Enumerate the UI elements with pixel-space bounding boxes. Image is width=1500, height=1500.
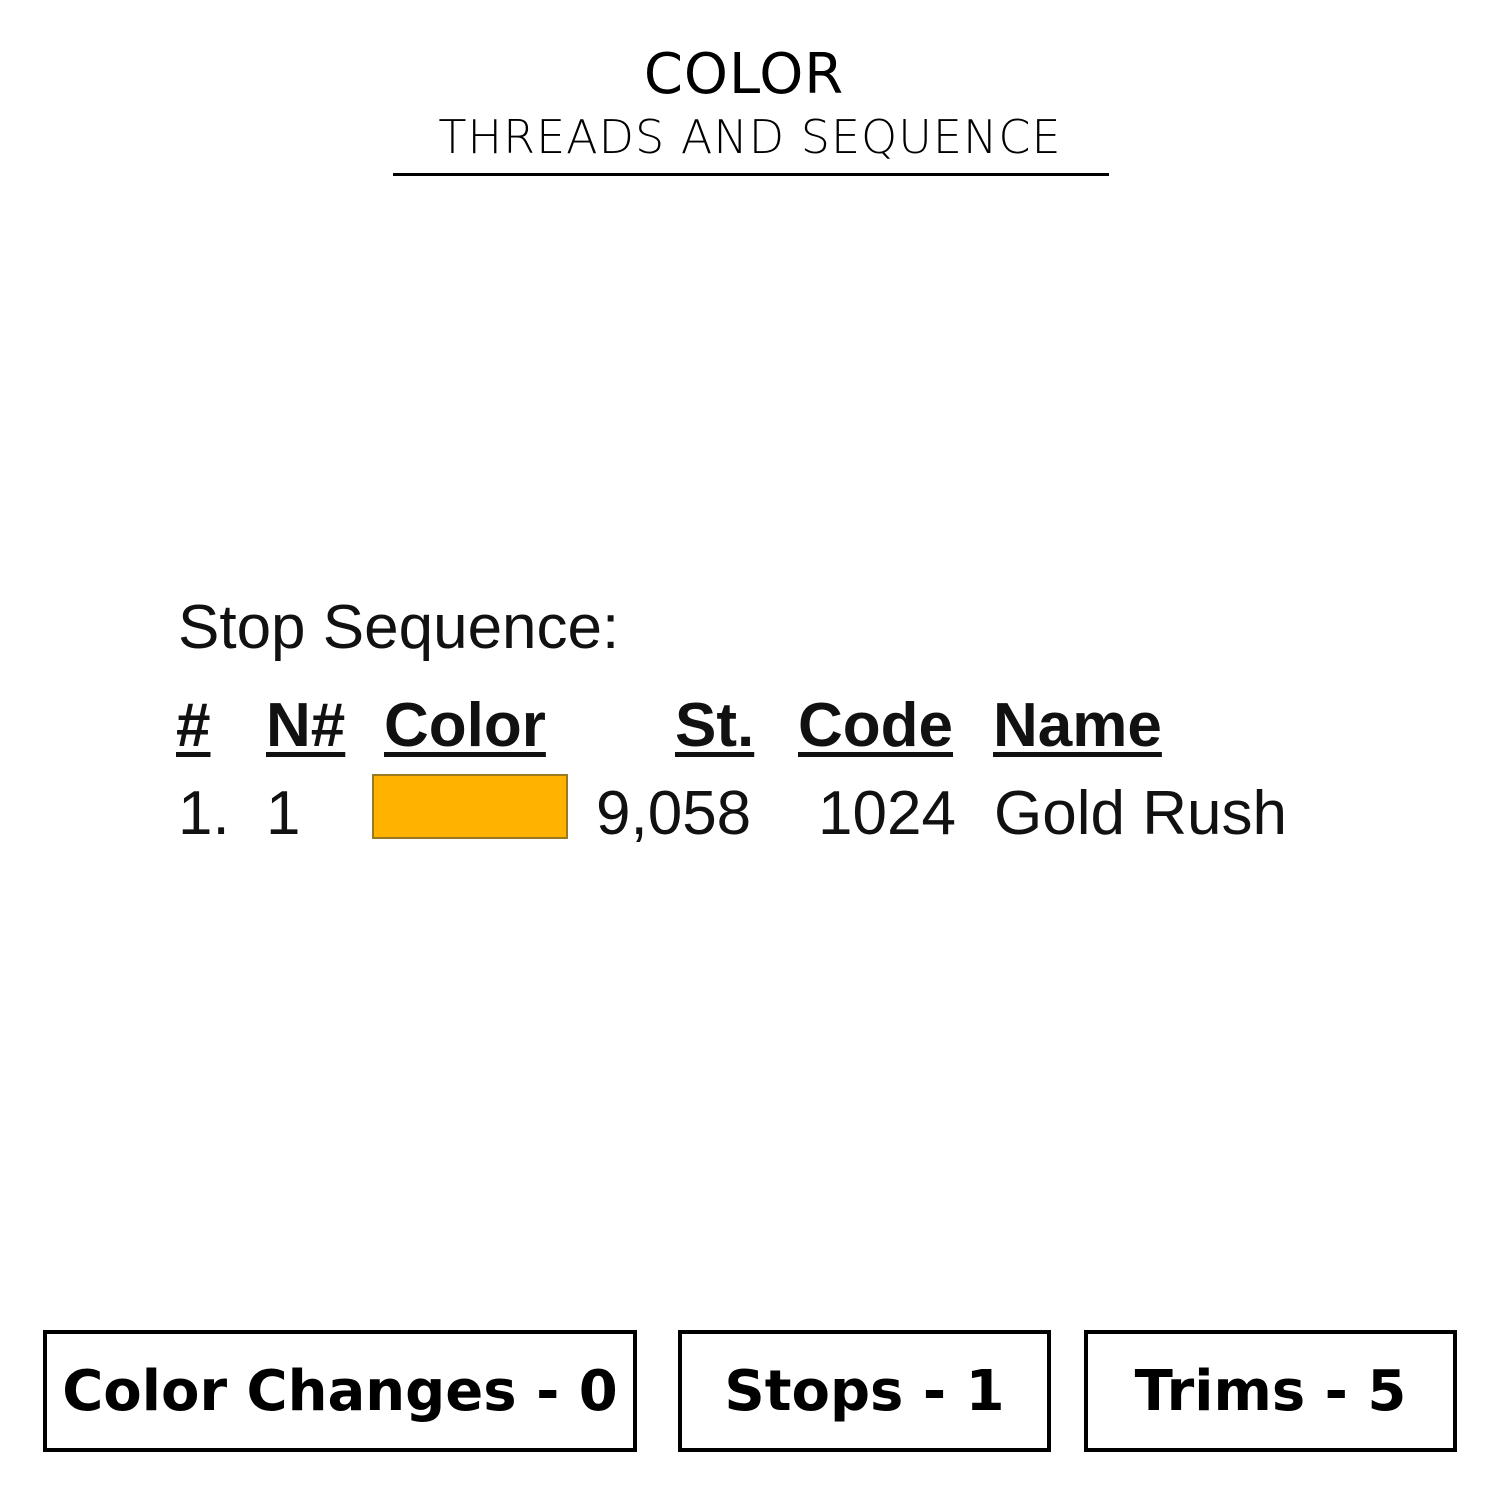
row-needle: 1 xyxy=(266,779,301,848)
column-header-name: Name xyxy=(993,691,1162,760)
row-code: 1024 xyxy=(818,779,956,848)
trims-box: Trims - 5 xyxy=(1084,1330,1457,1452)
column-header-code: Code xyxy=(798,691,953,760)
stops-box: Stops - 1 xyxy=(678,1330,1051,1452)
row-index: 1. xyxy=(178,779,230,848)
page-subtitle: THREADS AND SEQUENCE xyxy=(438,110,1062,164)
page-title: COLOR xyxy=(643,42,845,107)
color-swatch xyxy=(372,774,568,839)
column-header-needle: N# xyxy=(266,691,346,760)
column-header-color: Color xyxy=(384,691,546,760)
column-header-stitches: St. xyxy=(675,691,755,760)
color-changes-box: Color Changes - 0 xyxy=(43,1330,637,1452)
row-stitches: 9,058 xyxy=(596,779,752,848)
stop-sequence-label: Stop Sequence: xyxy=(178,593,620,662)
row-name: Gold Rush xyxy=(994,779,1287,848)
title-divider xyxy=(393,173,1109,176)
column-header-index: # xyxy=(176,691,211,760)
